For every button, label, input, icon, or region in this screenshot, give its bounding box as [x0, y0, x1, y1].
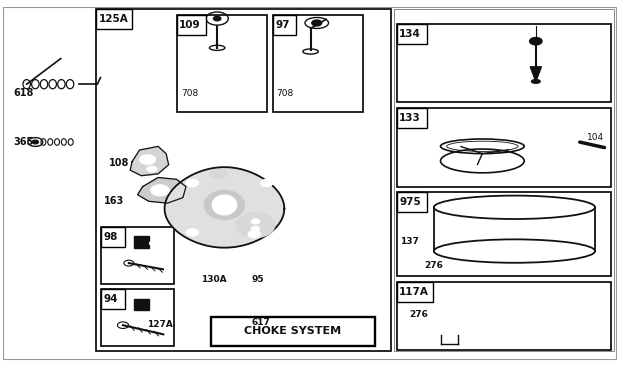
Ellipse shape	[212, 195, 237, 215]
Ellipse shape	[265, 286, 317, 303]
Bar	[134, 299, 149, 310]
Ellipse shape	[177, 325, 195, 333]
Text: 97: 97	[275, 20, 290, 30]
Bar	[134, 236, 149, 248]
Text: 95: 95	[251, 274, 264, 284]
Circle shape	[312, 20, 322, 26]
Circle shape	[213, 16, 221, 21]
Bar	[397, 282, 433, 302]
Text: 137: 137	[400, 237, 419, 246]
Bar	[397, 192, 611, 276]
Bar	[273, 15, 296, 35]
Bar	[177, 15, 206, 35]
Bar	[394, 9, 614, 351]
Polygon shape	[130, 146, 169, 176]
Bar	[101, 289, 125, 309]
Ellipse shape	[531, 80, 540, 83]
Bar	[101, 227, 125, 247]
Circle shape	[32, 140, 38, 144]
Polygon shape	[530, 67, 541, 82]
Circle shape	[260, 179, 273, 187]
Text: 133: 133	[399, 113, 421, 123]
Text: 708: 708	[182, 89, 199, 98]
Bar	[101, 227, 174, 284]
Bar	[211, 317, 375, 346]
Bar	[397, 282, 611, 350]
Bar	[397, 192, 427, 212]
Circle shape	[251, 226, 260, 231]
Circle shape	[529, 37, 542, 45]
Text: 365: 365	[14, 137, 34, 147]
Circle shape	[278, 269, 286, 274]
Bar	[397, 108, 427, 128]
Text: 127: 127	[105, 238, 126, 249]
Ellipse shape	[210, 170, 227, 178]
Text: CHOKE SYSTEM: CHOKE SYSTEM	[244, 326, 342, 336]
Bar	[177, 15, 267, 112]
Text: 127A: 127A	[147, 320, 173, 329]
Polygon shape	[164, 167, 285, 248]
Bar	[101, 289, 174, 346]
Ellipse shape	[258, 282, 325, 307]
Ellipse shape	[275, 269, 289, 274]
Text: 975: 975	[399, 197, 421, 207]
Circle shape	[248, 231, 260, 238]
Text: 130A: 130A	[202, 274, 227, 284]
Text: 104: 104	[587, 133, 604, 142]
Text: 109: 109	[179, 20, 201, 30]
Bar	[397, 24, 427, 44]
Text: 618: 618	[14, 88, 34, 98]
Circle shape	[147, 166, 157, 172]
Text: eReplacementParts.com: eReplacementParts.com	[205, 190, 316, 198]
Text: 134: 134	[399, 29, 421, 39]
Text: 125A: 125A	[99, 14, 128, 24]
Bar	[397, 108, 611, 187]
Bar	[273, 15, 363, 112]
Ellipse shape	[236, 213, 275, 238]
Text: 617: 617	[251, 318, 270, 328]
Text: 163: 163	[104, 196, 125, 206]
Text: 98: 98	[104, 232, 118, 242]
Ellipse shape	[146, 240, 162, 247]
Bar	[397, 24, 611, 102]
Ellipse shape	[204, 190, 245, 220]
Text: 117A: 117A	[399, 287, 429, 297]
Circle shape	[149, 241, 158, 246]
Circle shape	[186, 229, 198, 236]
Text: 276: 276	[409, 310, 428, 319]
Circle shape	[186, 179, 198, 187]
Text: 94: 94	[104, 294, 118, 304]
Bar	[96, 9, 391, 351]
Bar	[96, 9, 132, 29]
Circle shape	[140, 155, 156, 164]
Text: 108: 108	[108, 158, 129, 168]
Text: 276: 276	[425, 261, 443, 270]
Circle shape	[180, 326, 192, 333]
Circle shape	[151, 185, 169, 196]
Text: 708: 708	[276, 89, 293, 98]
Polygon shape	[138, 178, 186, 203]
Circle shape	[251, 219, 260, 224]
